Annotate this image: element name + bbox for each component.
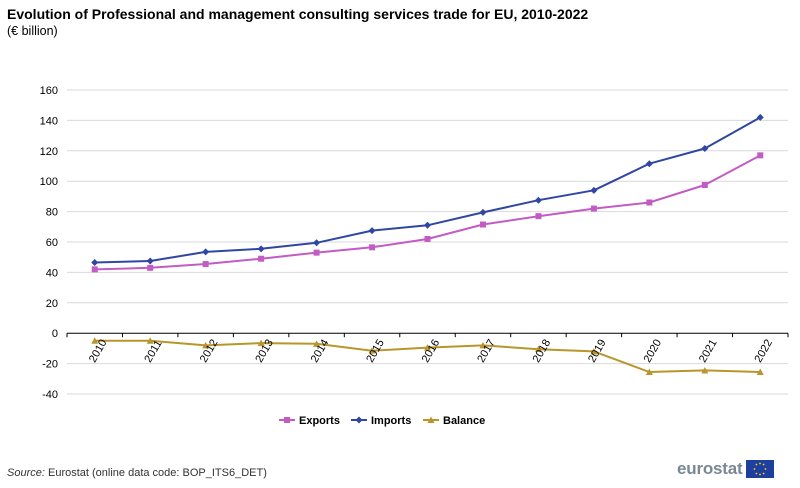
- data-point: [258, 255, 265, 262]
- data-point: [534, 345, 542, 353]
- chart-subtitle: (€ billion): [7, 24, 58, 38]
- y-tick-label: -40: [42, 389, 58, 401]
- data-point: [202, 341, 210, 349]
- data-point: [535, 213, 542, 220]
- data-point: [534, 196, 542, 204]
- x-tick-label: 2016: [420, 337, 443, 364]
- data-point: [313, 340, 321, 347]
- data-point: [257, 339, 265, 347]
- legend-label: Imports: [371, 415, 411, 427]
- data-point: [202, 261, 209, 268]
- legend-item-exports: Exports: [279, 415, 340, 427]
- y-tick-label: 60: [46, 237, 58, 249]
- data-point: [257, 245, 265, 253]
- x-tick-label: 2021: [697, 337, 720, 364]
- data-point: [756, 368, 764, 375]
- data-point: [701, 366, 709, 374]
- data-point: [146, 257, 154, 265]
- source-note: Source: Eurostat (online data code: BOP_…: [7, 467, 267, 479]
- x-tick-label: 2019: [586, 337, 609, 364]
- data-point: [369, 244, 376, 251]
- data-point: [427, 416, 435, 423]
- y-tick-label: 40: [46, 267, 58, 279]
- data-point: [368, 227, 376, 235]
- series-imports: [91, 113, 764, 267]
- y-tick-label: -20: [42, 359, 58, 371]
- y-tick-label: 80: [46, 207, 58, 219]
- data-point: [313, 239, 321, 247]
- source-text: Eurostat (online data code: BOP_ITS6_DET…: [47, 467, 267, 479]
- series-exports: [91, 152, 764, 273]
- series-balance: [91, 337, 764, 375]
- data-point: [479, 341, 487, 349]
- data-point: [202, 248, 210, 256]
- data-point: [91, 259, 99, 267]
- data-point: [479, 221, 486, 228]
- data-point: [91, 337, 99, 344]
- y-tick-label: 100: [40, 176, 58, 188]
- logo-text: eurostat: [677, 459, 743, 478]
- data-point: [590, 186, 598, 194]
- x-tick-label: 2022: [752, 337, 775, 364]
- source-label: Source:: [7, 467, 45, 479]
- y-tick-label: 160: [40, 85, 58, 97]
- data-point: [756, 113, 764, 121]
- y-tick-label: 0: [52, 328, 58, 340]
- legend-label: Exports: [299, 415, 340, 427]
- x-tick-label: 2017: [475, 337, 498, 364]
- data-point: [368, 347, 376, 354]
- data-point: [646, 199, 653, 206]
- data-point: [313, 249, 320, 256]
- data-point: [757, 152, 764, 159]
- y-tick-label: 120: [40, 146, 58, 158]
- data-point: [701, 145, 709, 153]
- data-point: [355, 416, 363, 424]
- data-point: [590, 347, 598, 355]
- series-line: [94, 154, 761, 271]
- legend-item-balance: Balance: [423, 415, 485, 427]
- x-tick-label: 2020: [642, 337, 665, 364]
- data-point: [284, 417, 290, 423]
- legend-label: Balance: [443, 415, 485, 427]
- eurostat-logo: eurostat: [677, 458, 775, 480]
- eu-flag-icon: [746, 460, 775, 478]
- data-point: [146, 337, 154, 344]
- y-tick-label: 140: [40, 115, 58, 127]
- chart-title: Evolution of Professional and management…: [7, 6, 589, 22]
- legend-item-imports: Imports: [351, 415, 411, 427]
- data-point: [424, 221, 431, 229]
- data-point: [701, 182, 708, 188]
- x-tick-label: 2010: [87, 337, 110, 364]
- data-point: [424, 235, 431, 242]
- data-point: [479, 208, 487, 216]
- data-point: [590, 205, 597, 212]
- x-tick-label: 2015: [364, 337, 387, 364]
- data-point: [424, 344, 431, 351]
- data-point: [147, 264, 154, 271]
- data-point: [645, 160, 653, 168]
- x-tick-label: 2012: [198, 337, 221, 364]
- y-tick-label: 20: [46, 298, 58, 310]
- data-point: [91, 266, 98, 273]
- x-tick-label: 2018: [531, 337, 554, 364]
- x-tick-label: 2014: [309, 337, 332, 364]
- x-tick-label: 2013: [253, 337, 276, 364]
- data-point: [645, 368, 653, 375]
